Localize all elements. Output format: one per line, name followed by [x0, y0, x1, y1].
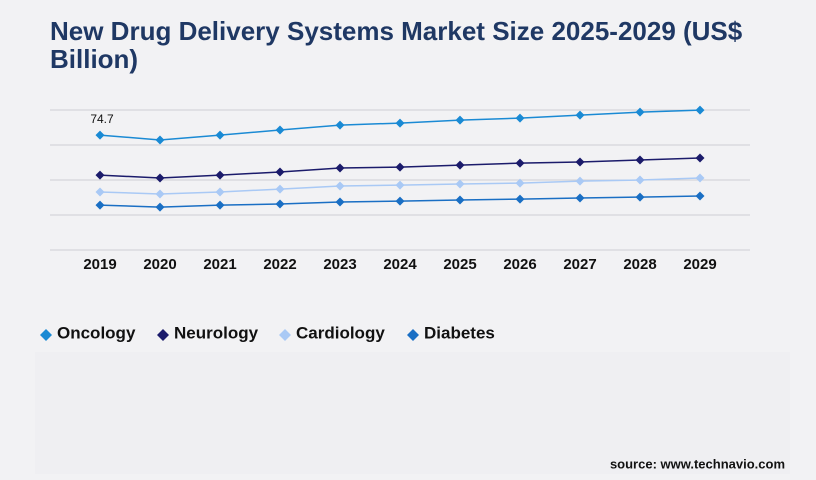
point: [695, 153, 705, 163]
source: source: www.technavio.com: [610, 456, 785, 471]
point: [95, 170, 105, 180]
point: [215, 200, 225, 210]
legend-marker: [279, 329, 291, 341]
point: [395, 180, 405, 190]
point: [395, 196, 405, 206]
legend-label: Cardiology: [296, 323, 385, 342]
point: [335, 163, 345, 173]
x-tick-label: 2029: [683, 256, 716, 273]
data-label: 74.7: [90, 112, 114, 126]
x-tick-label: 2022: [263, 256, 296, 273]
point: [95, 187, 105, 197]
point: [455, 160, 465, 170]
x-tick-label: 2020: [143, 256, 176, 273]
legend-label: Neurology: [174, 323, 259, 342]
point: [155, 135, 165, 145]
point: [215, 130, 225, 140]
point: [515, 178, 525, 188]
x-tick-label: 2028: [623, 256, 656, 273]
point: [395, 162, 405, 172]
chart-title: New Drug Delivery Systems Market Size 20…: [50, 16, 743, 74]
point: [575, 110, 585, 120]
point: [335, 181, 345, 191]
panel: [35, 352, 790, 474]
x-tick-label: 2021: [203, 256, 236, 273]
point: [335, 197, 345, 207]
point: [455, 195, 465, 205]
point: [275, 184, 285, 194]
legend-label: Oncology: [57, 323, 136, 342]
point: [395, 118, 405, 128]
legend-marker: [157, 329, 169, 341]
point: [155, 202, 165, 212]
point: [575, 157, 585, 167]
point: [215, 170, 225, 180]
point: [95, 200, 105, 210]
legend-marker: [407, 329, 419, 341]
point: [275, 167, 285, 177]
point: [215, 187, 225, 197]
point: [635, 192, 645, 202]
x-tick-label: 2026: [503, 256, 536, 273]
point: [455, 179, 465, 189]
point: [575, 193, 585, 203]
point: [695, 173, 705, 183]
x-tick-label: 2023: [323, 256, 356, 273]
x-tick-label: 2024: [383, 256, 417, 273]
point: [155, 173, 165, 183]
point: [335, 120, 345, 130]
legend-label: Diabetes: [424, 323, 495, 342]
point: [275, 199, 285, 209]
point: [695, 105, 705, 115]
x-tick-label: 2019: [83, 256, 116, 273]
x-tick-label: 2027: [563, 256, 596, 273]
point: [515, 158, 525, 168]
point: [95, 130, 105, 140]
point: [155, 189, 165, 199]
point: [515, 113, 525, 123]
legend-marker: [40, 329, 52, 341]
point: [455, 115, 465, 125]
point: [695, 191, 705, 201]
point: [635, 155, 645, 165]
x-tick-label: 2025: [443, 256, 476, 273]
point: [575, 176, 585, 186]
point: [635, 107, 645, 117]
point: [515, 194, 525, 204]
point: [275, 125, 285, 135]
point: [635, 175, 645, 185]
